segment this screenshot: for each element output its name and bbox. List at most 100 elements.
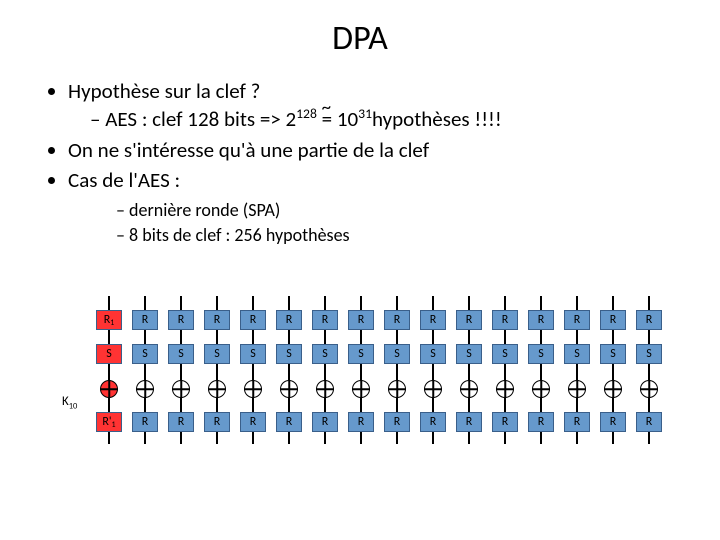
byte-box: R	[528, 310, 554, 330]
diagram-column: R S R	[454, 296, 484, 444]
xor-node	[352, 380, 370, 398]
wire	[144, 330, 146, 344]
wire	[504, 398, 506, 412]
byte-box: S	[600, 344, 626, 364]
wire	[576, 296, 578, 310]
wire	[396, 296, 398, 310]
wire	[648, 296, 650, 310]
wire	[432, 296, 434, 310]
wire	[612, 296, 614, 310]
xor-node	[532, 380, 550, 398]
box-label: R	[142, 313, 149, 327]
byte-box: R	[168, 310, 194, 330]
box-label: R'	[102, 415, 111, 429]
wire	[576, 330, 578, 344]
wire	[432, 364, 434, 380]
box-label: R	[646, 313, 653, 327]
byte-box: R	[240, 412, 266, 432]
wire	[576, 364, 578, 380]
xor-node	[568, 380, 586, 398]
box-label: R	[322, 415, 329, 429]
box-label: R	[322, 313, 329, 327]
wire	[432, 398, 434, 412]
box-label: S	[394, 347, 400, 361]
byte-box: R	[312, 412, 338, 432]
box-label: R	[466, 313, 473, 327]
byte-box: S	[168, 344, 194, 364]
wire	[396, 330, 398, 344]
wire	[144, 432, 146, 444]
diagram-column: RSR	[418, 296, 448, 444]
bullet-1-text: Hypothèse sur la clef ?	[68, 78, 260, 104]
wire	[612, 364, 614, 380]
box-label: S	[466, 347, 472, 361]
wire	[612, 330, 614, 344]
box-label: R	[466, 415, 473, 429]
diagram-column: R1SR'1	[94, 296, 124, 444]
wire	[144, 296, 146, 310]
box-label: R	[394, 415, 401, 429]
b1a-exp1: 128	[296, 105, 317, 122]
byte-box: R	[168, 412, 194, 432]
wire	[612, 432, 614, 444]
b1a-suffix: hypothèses !!!!	[372, 106, 502, 132]
wire	[360, 296, 362, 310]
wire	[288, 296, 290, 310]
byte-box: S	[132, 344, 158, 364]
box-label: R	[358, 313, 365, 327]
page-title: DPA	[40, 18, 680, 59]
box-label: R	[430, 313, 437, 327]
byte-box: R	[132, 412, 158, 432]
wire	[288, 364, 290, 380]
wire	[288, 398, 290, 412]
wire	[468, 330, 470, 344]
byte-box: S	[348, 344, 374, 364]
wire	[144, 364, 146, 380]
box-label: R	[610, 313, 617, 327]
diagram-column: RSR	[202, 296, 232, 444]
byte-box: R	[636, 412, 662, 432]
diagram-column: R S R	[310, 296, 340, 444]
wire	[180, 296, 182, 310]
byte-box: R	[600, 310, 626, 330]
wire	[468, 296, 470, 310]
box-label: R	[574, 313, 581, 327]
wire	[288, 432, 290, 444]
box-label: R	[250, 313, 257, 327]
xor-node	[244, 380, 262, 398]
byte-box: S	[276, 344, 302, 364]
diagram-column: R S R	[382, 296, 412, 444]
wire	[252, 296, 254, 310]
wire	[576, 398, 578, 412]
diagram-column: RSR	[562, 296, 592, 444]
wire	[360, 432, 362, 444]
byte-box-highlight: R1	[96, 310, 122, 330]
wire	[504, 330, 506, 344]
box-label: S	[502, 347, 508, 361]
wire	[252, 330, 254, 344]
k10-label: K10	[62, 394, 77, 412]
wire	[108, 398, 110, 412]
wire	[396, 432, 398, 444]
box-label: S	[358, 347, 364, 361]
wire	[504, 296, 506, 310]
wire	[468, 398, 470, 412]
wire	[108, 296, 110, 310]
box-label: R	[574, 415, 581, 429]
wire	[432, 432, 434, 444]
wire	[360, 364, 362, 380]
wire	[216, 432, 218, 444]
box-label: R	[358, 415, 365, 429]
box-label: R	[214, 415, 221, 429]
wire	[576, 432, 578, 444]
diagram-column: RSR	[526, 296, 556, 444]
byte-box: S	[204, 344, 230, 364]
wire	[360, 398, 362, 412]
byte-box: R	[384, 310, 410, 330]
byte-box: R	[636, 310, 662, 330]
xor-node	[136, 380, 154, 398]
byte-box: R	[456, 310, 482, 330]
byte-box: S	[312, 344, 338, 364]
wire	[648, 364, 650, 380]
box-label: S	[430, 347, 436, 361]
